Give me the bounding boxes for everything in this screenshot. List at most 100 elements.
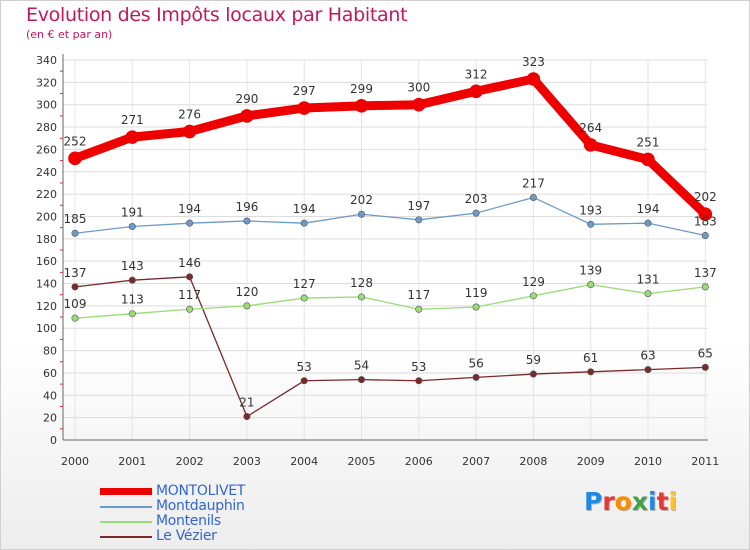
logo-letter: t bbox=[656, 487, 669, 516]
y-tick-label: 20 bbox=[43, 412, 57, 425]
data-label: 143 bbox=[121, 259, 144, 273]
data-point bbox=[415, 305, 423, 313]
series-line bbox=[74, 196, 706, 237]
x-tick-label: 2004 bbox=[290, 455, 318, 468]
data-label: 63 bbox=[640, 349, 655, 363]
data-label: 129 bbox=[522, 275, 545, 289]
data-label: 127 bbox=[293, 277, 316, 291]
data-label: 276 bbox=[178, 108, 201, 122]
data-point bbox=[529, 370, 537, 378]
data-label: 119 bbox=[465, 286, 488, 300]
data-label-layer: 252 271 276 290 297 299 300 312 323 264 251 202 185 1… bbox=[64, 55, 717, 410]
legend-swatch bbox=[100, 536, 152, 538]
logo-letter: P bbox=[584, 487, 603, 516]
logo-letter: r bbox=[602, 487, 615, 516]
data-label: 117 bbox=[178, 288, 201, 302]
data-label: 120 bbox=[235, 285, 258, 299]
data-label: 21 bbox=[239, 396, 254, 410]
legend-label: MONTOLIVET bbox=[156, 483, 246, 499]
x-tick-label: 2008 bbox=[519, 455, 547, 468]
data-point bbox=[644, 290, 652, 298]
y-tick-label: 340 bbox=[36, 54, 57, 67]
chart-title: Evolution des Impôts locaux par Habitant bbox=[26, 4, 408, 26]
x-tick-label: 2000 bbox=[61, 455, 89, 468]
axis-layer: 0 20 40 60 80 100 120 140 160 180 200 220 240 260 280 3… bbox=[36, 54, 719, 468]
data-point bbox=[128, 276, 136, 284]
data-label: 194 bbox=[637, 202, 660, 216]
data-label: 196 bbox=[235, 200, 258, 214]
data-point bbox=[300, 219, 308, 227]
logo-letter: i bbox=[668, 487, 678, 516]
x-tick-label: 2009 bbox=[577, 455, 605, 468]
y-tick-label: 40 bbox=[43, 389, 57, 402]
data-label: 113 bbox=[121, 293, 144, 307]
data-label: 56 bbox=[468, 356, 483, 370]
data-point bbox=[469, 84, 483, 99]
data-label: 271 bbox=[121, 113, 144, 127]
data-label: 183 bbox=[694, 214, 717, 228]
data-point bbox=[186, 219, 194, 227]
chart-subtitle: (en € et par an) bbox=[26, 28, 113, 41]
data-point bbox=[529, 193, 537, 201]
y-tick-label: 80 bbox=[43, 345, 57, 358]
y-tick-label: 140 bbox=[36, 278, 57, 291]
data-label: 252 bbox=[64, 134, 87, 148]
data-label: 297 bbox=[293, 84, 316, 98]
x-tick-label: 2007 bbox=[462, 455, 490, 468]
x-tick-label: 2002 bbox=[176, 455, 204, 468]
data-label: 193 bbox=[579, 203, 602, 217]
data-label: 264 bbox=[579, 121, 602, 135]
data-label: 61 bbox=[583, 351, 598, 365]
x-tick-label: 2005 bbox=[348, 455, 376, 468]
data-label: 117 bbox=[407, 288, 430, 302]
series-layer bbox=[68, 72, 713, 421]
data-label: 217 bbox=[522, 176, 545, 190]
data-point bbox=[415, 377, 423, 385]
data-label: 53 bbox=[297, 360, 312, 374]
y-tick-label: 0 bbox=[50, 434, 57, 447]
logo-letter: i bbox=[648, 487, 657, 516]
y-tick-label: 160 bbox=[36, 255, 57, 268]
data-label: 300 bbox=[407, 81, 430, 95]
data-label: 202 bbox=[350, 193, 373, 207]
data-label: 299 bbox=[350, 82, 373, 96]
data-point bbox=[701, 231, 709, 239]
data-point bbox=[243, 413, 251, 421]
data-point bbox=[587, 368, 595, 376]
x-tick-label: 2006 bbox=[405, 455, 433, 468]
data-label: 53 bbox=[411, 360, 426, 374]
proxiti-logo: Proxiti bbox=[584, 487, 677, 516]
data-point bbox=[125, 130, 140, 144]
x-tick-label: 2010 bbox=[634, 455, 662, 468]
grid-layer bbox=[63, 59, 708, 441]
y-tick-label: 180 bbox=[36, 233, 57, 246]
data-label: 109 bbox=[64, 297, 87, 311]
data-label: 251 bbox=[637, 135, 660, 149]
data-point bbox=[186, 305, 194, 313]
data-point bbox=[243, 302, 251, 310]
data-label: 194 bbox=[178, 202, 201, 216]
y-tick-label: 300 bbox=[36, 99, 57, 112]
data-point bbox=[472, 373, 480, 381]
data-point bbox=[71, 314, 79, 322]
y-tick-label: 320 bbox=[36, 76, 57, 89]
data-label: 137 bbox=[64, 266, 87, 280]
data-label: 131 bbox=[637, 273, 660, 287]
data-point bbox=[71, 283, 79, 291]
data-point bbox=[243, 217, 251, 225]
data-point bbox=[472, 303, 480, 311]
data-point bbox=[415, 216, 423, 224]
data-point bbox=[240, 109, 254, 123]
data-point bbox=[182, 124, 197, 139]
y-tick-label: 260 bbox=[36, 143, 57, 156]
data-point bbox=[128, 223, 136, 231]
data-label: 137 bbox=[694, 266, 717, 280]
legend-swatch bbox=[100, 488, 152, 495]
data-point bbox=[587, 220, 595, 228]
data-point bbox=[701, 363, 709, 371]
data-point bbox=[357, 210, 365, 218]
data-point bbox=[641, 152, 655, 167]
data-label: 290 bbox=[235, 92, 258, 106]
data-point bbox=[526, 72, 541, 86]
